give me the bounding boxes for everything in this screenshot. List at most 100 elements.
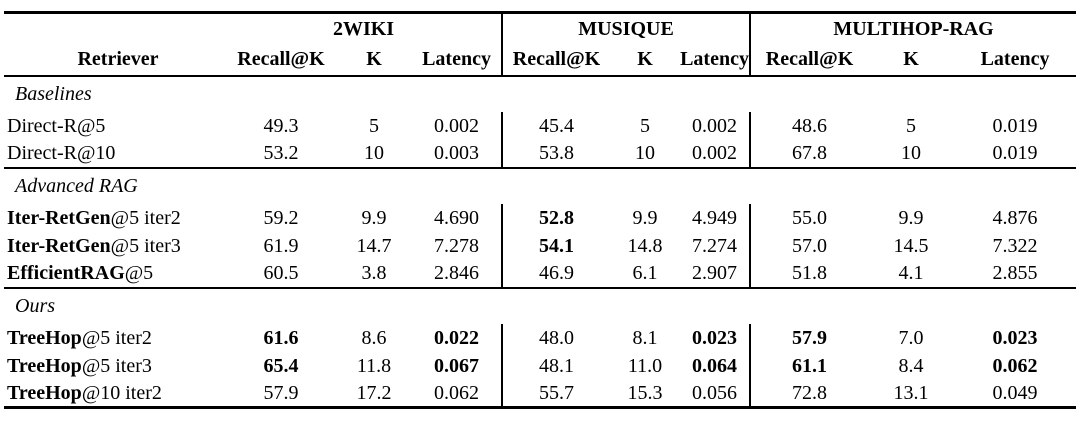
retriever-name: TreeHop@5 iter3 bbox=[4, 352, 226, 380]
metric-value: 4.949 bbox=[692, 206, 738, 229]
metric-value: 14.8 bbox=[627, 234, 663, 257]
metric-value: 0.003 bbox=[434, 142, 479, 164]
metric-value: 0.023 bbox=[992, 326, 1038, 349]
table-row: EfficientRAG@5 60.5 3.8 2.846 46.9 6.1 2.907 51… bbox=[4, 259, 1076, 288]
metric-value: 49.3 bbox=[263, 114, 299, 137]
retriever-name-bold-part: TreeHop bbox=[7, 354, 82, 377]
table-row: Iter-RetGen@5 iter2 59.2 9.9 4.690 52.8 9.9 4.… bbox=[4, 203, 1076, 232]
retrieval-results-table: 2WIKI MUSIQUE MULTIHOP-RAG Retriever Rec… bbox=[4, 11, 1077, 409]
metric-value: 5 bbox=[369, 114, 379, 137]
recall-header-musique: Recall@K bbox=[501, 43, 611, 76]
metric-value: 54.1 bbox=[501, 231, 611, 260]
metric-value: 0.002 bbox=[692, 114, 738, 137]
retriever-name: Iter-RetGen@5 iter3 bbox=[4, 232, 226, 260]
retriever-name-part: @5 iter3 bbox=[110, 234, 181, 257]
table-row: TreeHop@10 iter2 57.9 17.2 0.062 55.7 15.3 0.0… bbox=[4, 379, 1076, 408]
metric-value: 67.8 bbox=[749, 139, 869, 168]
metric-value: 52.8 bbox=[501, 203, 611, 232]
metric-value: 8.6 bbox=[361, 326, 387, 349]
table-body: Baselines Direct-R@5 49.3 5 0.002 45.4 5 0.002 4… bbox=[4, 76, 1077, 408]
retriever-name-bold-part: TreeHop bbox=[7, 381, 82, 404]
section-header-row: Baselines bbox=[4, 76, 1076, 112]
metric-value: 15.3 bbox=[627, 381, 663, 404]
metric-value: 7.0 bbox=[898, 326, 924, 349]
metric-value: 14.7 bbox=[356, 234, 392, 257]
metric-value: 4.876 bbox=[992, 206, 1038, 229]
latency-header-multihop-rag: Latency bbox=[980, 48, 1050, 70]
retriever-name: Direct-R@10 bbox=[4, 140, 226, 168]
metric-value: 14.5 bbox=[893, 234, 929, 257]
metric-value: 59.2 bbox=[263, 206, 299, 229]
metric-value: 13.1 bbox=[893, 381, 929, 404]
table-row: TreeHop@5 iter3 65.4 11.8 0.067 48.1 11.0 0.06… bbox=[4, 351, 1076, 380]
metric-value: 17.2 bbox=[356, 381, 392, 404]
metric-value: 57.0 bbox=[749, 231, 869, 260]
metric-value: 45.4 bbox=[501, 111, 611, 140]
metric-value: 10 bbox=[635, 142, 656, 164]
table-row: Direct-R@10 53.2 10 0.003 53.8 10 0.002 67.8 10 0… bbox=[4, 139, 1076, 168]
metric-value: 4.690 bbox=[434, 206, 479, 229]
group-header-musique: MUSIQUE bbox=[501, 12, 751, 44]
metric-value: 9.9 bbox=[898, 206, 924, 229]
metric-value: 7.322 bbox=[992, 234, 1038, 257]
metric-value: 0.064 bbox=[692, 354, 738, 377]
metric-value: 5 bbox=[906, 114, 917, 137]
retriever-column-header: Retriever bbox=[77, 48, 159, 70]
retriever-name: Direct-R@5 bbox=[4, 112, 226, 140]
metric-value: 61.9 bbox=[263, 234, 299, 257]
metric-value: 5 bbox=[640, 114, 651, 137]
metric-value: 0.049 bbox=[992, 381, 1038, 404]
metric-value: 53.8 bbox=[501, 139, 611, 168]
table-header: 2WIKI MUSIQUE MULTIHOP-RAG Retriever Rec… bbox=[4, 12, 1077, 76]
retriever-name-bold-part: Iter-RetGen bbox=[7, 234, 111, 257]
metric-value: 2.855 bbox=[992, 262, 1038, 284]
metric-value: 0.002 bbox=[434, 114, 479, 137]
metric-value: 0.023 bbox=[692, 326, 738, 349]
recall-header-2wiki: Recall@K bbox=[237, 48, 325, 70]
metric-value: 57.9 bbox=[749, 323, 869, 352]
metric-value: 46.9 bbox=[501, 259, 611, 288]
metric-value: 55.7 bbox=[501, 379, 611, 408]
metric-value: 7.278 bbox=[434, 234, 479, 257]
metric-value: 48.0 bbox=[501, 323, 611, 352]
metric-value: 61.1 bbox=[749, 351, 869, 380]
table-row: TreeHop@5 iter2 61.6 8.6 0.022 48.0 8.1 0.023 5… bbox=[4, 323, 1076, 352]
table-row: Direct-R@5 49.3 5 0.002 45.4 5 0.002 48.6 5 0.019 bbox=[4, 111, 1076, 140]
metric-value: 0.062 bbox=[434, 381, 479, 404]
metric-value: 2.846 bbox=[434, 262, 479, 284]
metric-value: 51.8 bbox=[749, 259, 869, 288]
metric-header-row: Retriever Recall@K K Latency Recall@K K … bbox=[4, 43, 1076, 76]
k-header-musique: K bbox=[637, 48, 653, 70]
group-header-2wiki: 2WIKI bbox=[332, 17, 395, 40]
metric-value: 0.019 bbox=[992, 114, 1038, 137]
retriever-name-part: Direct-R@10 bbox=[7, 142, 116, 164]
metric-value: 53.2 bbox=[263, 142, 299, 164]
metric-value: 10 bbox=[901, 142, 922, 164]
metric-value: 11.0 bbox=[627, 354, 663, 377]
retriever-name: EfficientRAG@5 bbox=[4, 260, 226, 288]
k-header-2wiki: K bbox=[366, 48, 382, 70]
retriever-name-bold-part: EfficientRAG bbox=[7, 262, 125, 284]
metric-value: 2.907 bbox=[692, 262, 738, 284]
metric-value: 10 bbox=[364, 142, 384, 164]
metric-value: 11.8 bbox=[356, 354, 392, 377]
retriever-name-bold-part: TreeHop bbox=[7, 326, 82, 349]
recall-header-multihop-rag: Recall@K bbox=[749, 43, 869, 76]
dataset-group-row: 2WIKI MUSIQUE MULTIHOP-RAG bbox=[4, 12, 1077, 44]
metric-value: 0.022 bbox=[434, 326, 479, 349]
corner-cell bbox=[4, 13, 226, 44]
metric-value: 6.1 bbox=[632, 262, 658, 284]
metric-value: 8.1 bbox=[632, 326, 658, 349]
retriever-name-part: Direct-R@5 bbox=[7, 114, 106, 137]
metric-value: 0.056 bbox=[692, 381, 738, 404]
metric-value: 0.019 bbox=[992, 142, 1038, 164]
k-header-multihop-rag: K bbox=[903, 48, 919, 70]
metric-value: 9.9 bbox=[632, 206, 658, 229]
metric-value: 60.5 bbox=[263, 262, 299, 284]
group-header-multihop-rag: MULTIHOP-RAG bbox=[749, 12, 1077, 44]
metric-value: 8.4 bbox=[898, 354, 924, 377]
metric-value: 48.6 bbox=[749, 111, 869, 140]
metric-value: 0.067 bbox=[434, 354, 479, 377]
metric-value: 55.0 bbox=[749, 203, 869, 232]
